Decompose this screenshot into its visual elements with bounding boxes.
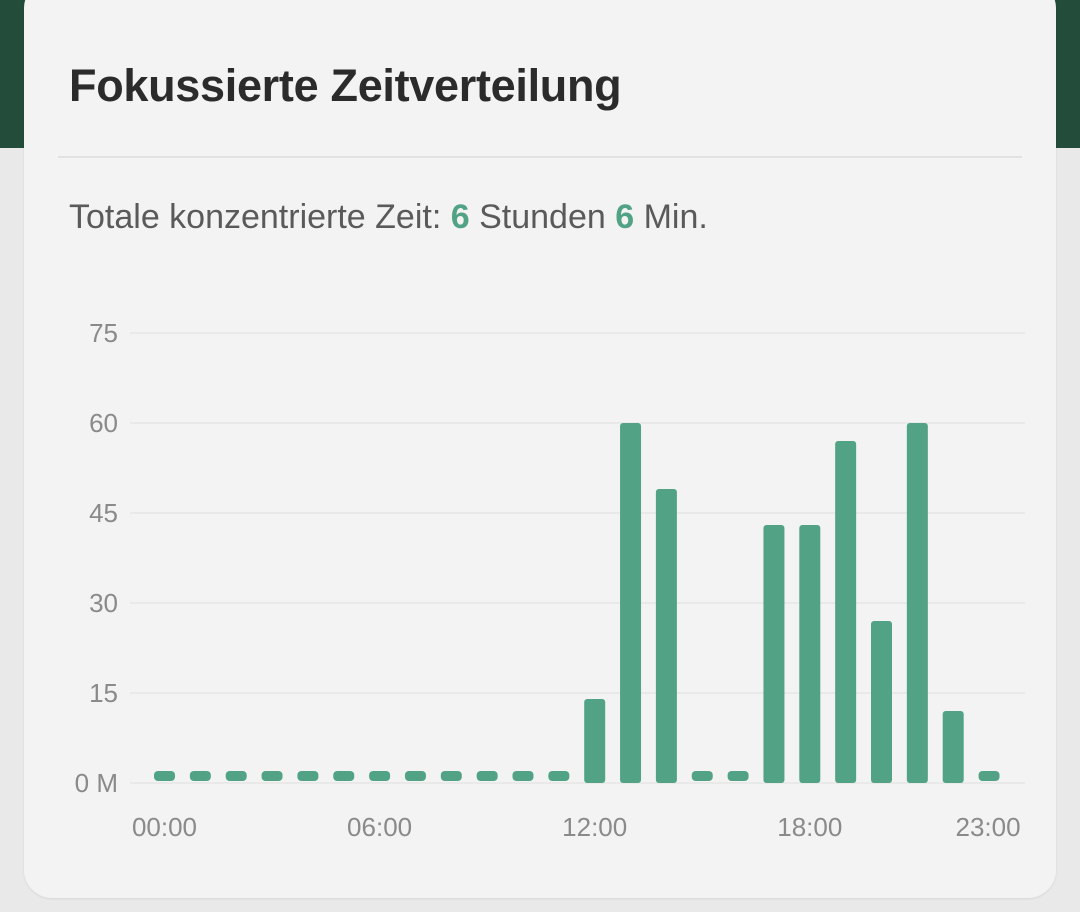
bar-1300[interactable] [620,423,642,783]
x-tick-label: 06:00 [347,812,412,842]
bar-0200[interactable] [225,771,247,781]
y-tick-label: 45 [89,498,118,528]
y-tick-label: 0 M [75,768,118,798]
x-tick-label: 00:00 [132,812,197,842]
bar-2000[interactable] [871,621,892,783]
bar-0900[interactable] [476,771,498,781]
bar-0000[interactable] [154,771,175,781]
total-focus-time: Totale konzentrierte Zeit: 6 Stunden 6 M… [69,198,708,237]
bar-1400[interactable] [655,489,677,783]
y-tick-label: 15 [89,678,118,708]
x-tick-label: 12:00 [562,812,627,842]
bar-2200[interactable] [942,711,964,783]
bar-0500[interactable] [333,771,355,781]
total-minutes-value: 6 [615,198,635,236]
bar-0600[interactable] [369,771,391,781]
bar-0300[interactable] [261,771,283,781]
x-tick-label: 23:00 [956,812,1021,842]
bar-1000[interactable] [512,771,534,781]
y-tick-label: 60 [89,408,118,438]
bar-0100[interactable] [189,771,211,781]
total-hours-unit: Stunden [469,198,616,236]
y-tick-label: 30 [89,588,118,618]
bar-1900[interactable] [835,441,857,783]
total-focus-prefix: Totale konzentrierte Zeit: [69,198,451,236]
x-tick-label: 18:00 [777,812,842,842]
bar-0400[interactable] [297,771,319,781]
bar-0700[interactable] [404,771,426,781]
bar-1100[interactable] [548,771,570,781]
bar-2300[interactable] [978,771,1000,781]
bar-1200[interactable] [584,699,606,783]
bar-2100[interactable] [906,423,928,783]
total-hours-value: 6 [450,198,470,236]
bar-1500[interactable] [691,771,713,781]
card-title: Fokussierte Zeitverteilung [69,60,622,111]
bar-0800[interactable] [440,771,462,781]
total-minutes-unit: Min. [634,198,708,236]
y-tick-label: 75 [89,318,118,348]
bar-1700[interactable] [763,525,785,783]
bar-1800[interactable] [799,525,821,783]
title-divider [58,156,1022,158]
bar-1600[interactable] [727,771,749,781]
